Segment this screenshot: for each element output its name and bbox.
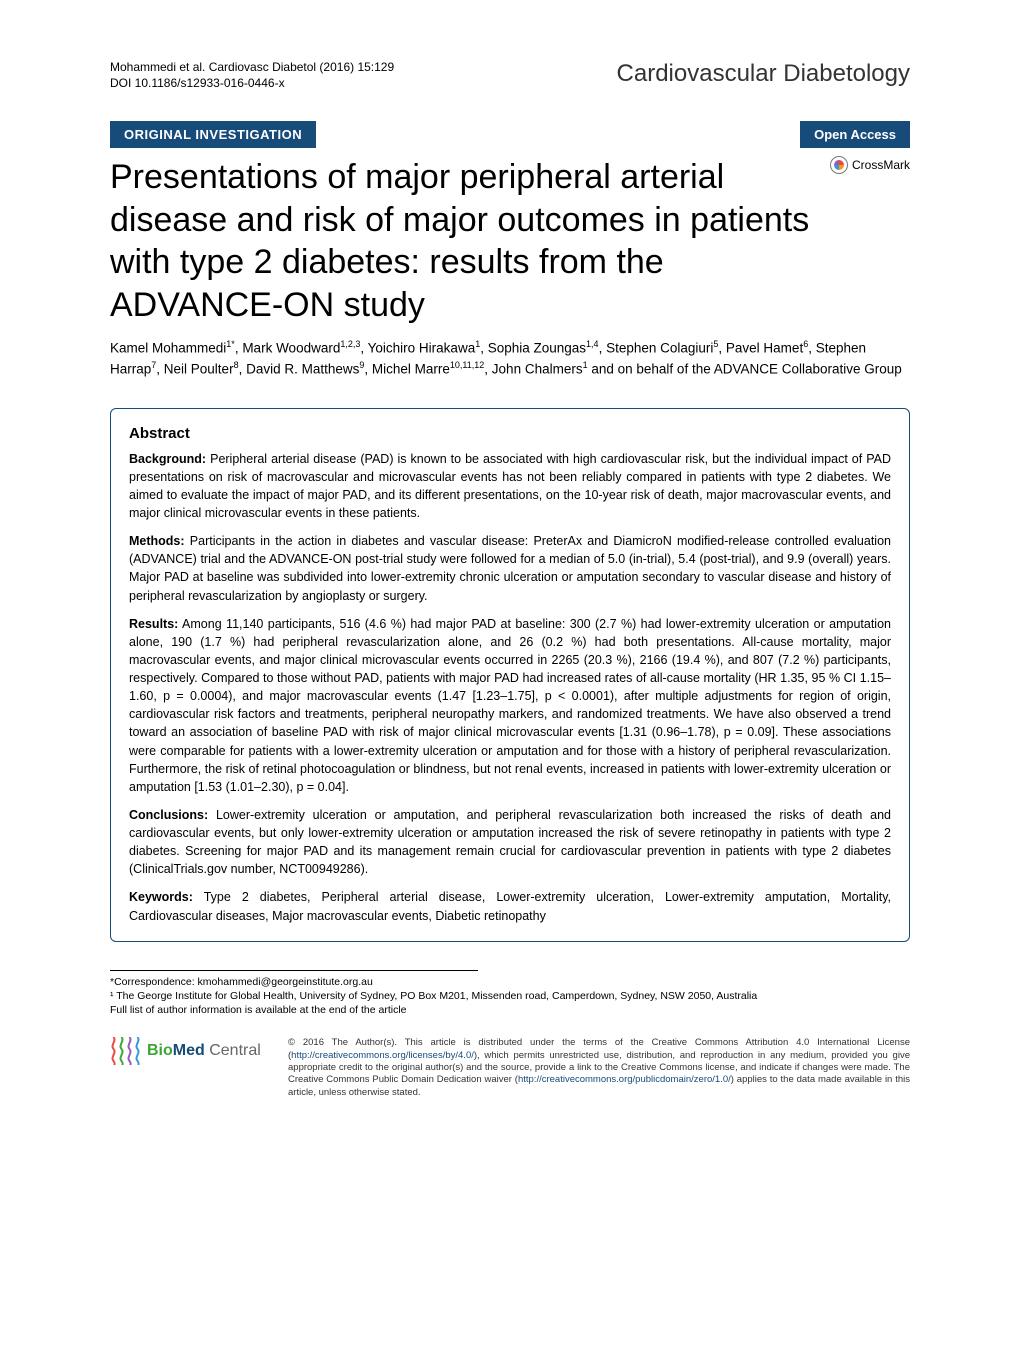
background-text: Peripheral arterial disease (PAD) is kno…	[129, 452, 891, 520]
running-header: Mohammedi et al. Cardiovasc Diabetol (20…	[110, 60, 910, 91]
footnote-rule	[110, 970, 478, 971]
citation-block: Mohammedi et al. Cardiovasc Diabetol (20…	[110, 60, 394, 91]
correspondence-line: *Correspondence: kmohammedi@georgeinstit…	[110, 975, 910, 989]
license-text: © 2016 The Author(s). This article is di…	[288, 1037, 910, 1099]
full-list-line: Full list of author information is avail…	[110, 1003, 910, 1017]
citation-line-2: DOI 10.1186/s12933-016-0446-x	[110, 76, 394, 92]
bmc-med: Med	[173, 1042, 205, 1059]
background-label: Background:	[129, 452, 206, 466]
spring-3	[126, 1037, 133, 1065]
title-block: Presentations of major peripheral arteri…	[110, 156, 910, 380]
methods-text: Participants in the action in diabetes a…	[129, 534, 891, 602]
spring-2	[118, 1037, 125, 1065]
abstract-background: Background: Peripheral arterial disease …	[129, 450, 891, 523]
footnote-area: *Correspondence: kmohammedi@georgeinstit…	[110, 970, 910, 1018]
crossmark-badge[interactable]: CrossMark	[830, 156, 910, 174]
results-label: Results:	[129, 617, 178, 631]
methods-label: Methods:	[129, 534, 185, 548]
abstract-conclusions: Conclusions: Lower-extremity ulceration …	[129, 806, 891, 879]
footer-row: BioMed Central © 2016 The Author(s). Thi…	[110, 1037, 910, 1099]
conclusions-text: Lower-extremity ulceration or amputation…	[129, 808, 891, 876]
abstract-heading: Abstract	[129, 425, 891, 442]
affiliation-line: ¹ The George Institute for Global Health…	[110, 989, 910, 1003]
keywords-label: Keywords:	[129, 890, 193, 904]
abstract-methods: Methods: Participants in the action in d…	[129, 532, 891, 605]
bmc-spring-icon	[110, 1037, 141, 1065]
bmc-central: Central	[205, 1042, 261, 1059]
journal-name: Cardiovascular Diabetology	[617, 60, 910, 88]
bmc-text: BioMed Central	[147, 1042, 261, 1060]
keywords-text: Type 2 diabetes, Peripheral arterial dis…	[129, 890, 891, 922]
abstract-keywords: Keywords: Type 2 diabetes, Peripheral ar…	[129, 888, 891, 924]
biomed-central-logo: BioMed Central	[110, 1037, 270, 1065]
spring-4	[134, 1037, 141, 1065]
spring-1	[110, 1037, 117, 1065]
crossmark-icon	[830, 156, 848, 174]
category-bar: ORIGINAL INVESTIGATION Open Access	[110, 121, 910, 148]
article-title: Presentations of major peripheral arteri…	[110, 156, 830, 326]
crossmark-label: CrossMark	[852, 158, 910, 172]
results-text: Among 11,140 participants, 516 (4.6 %) h…	[129, 617, 891, 794]
abstract-results: Results: Among 11,140 participants, 516 …	[129, 615, 891, 796]
abstract-box: Abstract Background: Peripheral arterial…	[110, 408, 910, 942]
conclusions-label: Conclusions:	[129, 808, 208, 822]
open-access-badge: Open Access	[800, 121, 910, 148]
license-link-1[interactable]: http://creativecommons.org/licenses/by/4…	[291, 1050, 474, 1061]
authors-list: Kamel Mohammedi1*, Mark Woodward1,2,3, Y…	[110, 338, 910, 380]
bmc-bio: Bio	[147, 1042, 173, 1059]
article-type-badge: ORIGINAL INVESTIGATION	[110, 121, 316, 148]
license-link-2[interactable]: http://creativecommons.org/publicdomain/…	[518, 1074, 731, 1085]
citation-line-1: Mohammedi et al. Cardiovasc Diabetol (20…	[110, 60, 394, 76]
